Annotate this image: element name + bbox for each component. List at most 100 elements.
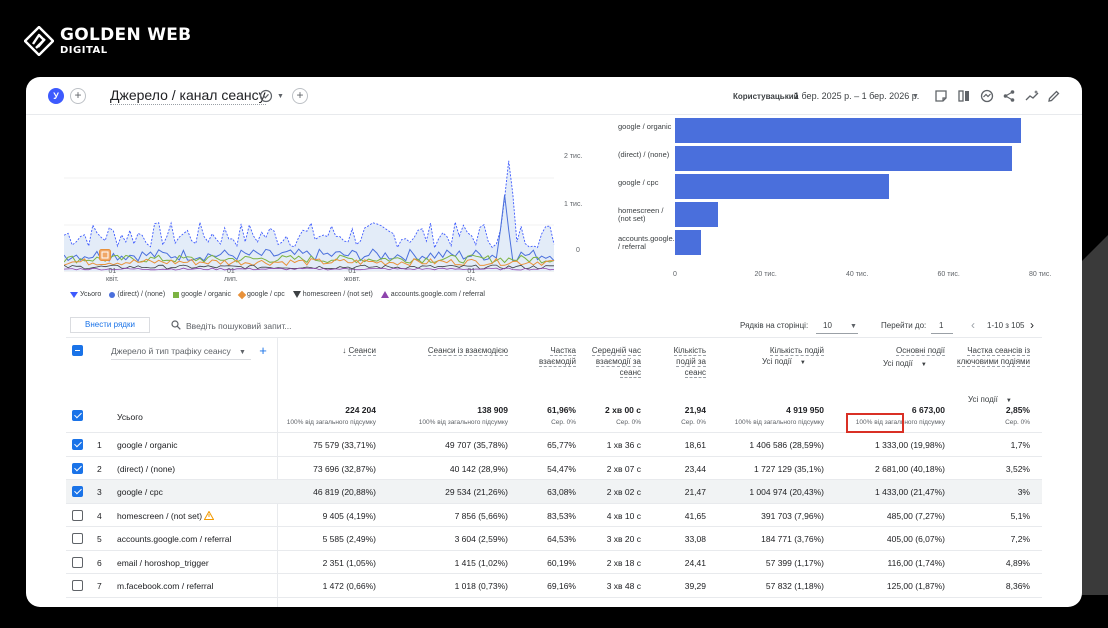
title-dropdown-icon[interactable]: ▼ [277,93,284,100]
next-page-icon[interactable]: › [1030,318,1034,332]
row-dimension-value[interactable]: accounts.google.com / referral [117,534,232,544]
column-total-value: 2 хв 00 с [605,405,641,415]
row-checkbox[interactable] [72,462,83,474]
table-cell: 69,16% [547,581,576,591]
date-range-dropdown-icon[interactable]: ▼ [912,93,919,100]
bar[interactable] [675,230,701,255]
prev-page-icon[interactable]: ‹ [971,318,975,332]
bar[interactable] [675,202,719,227]
legend-item[interactable]: accounts.google.com / referral [380,291,485,298]
row-dimension-value[interactable]: (direct) / (none) [117,463,176,474]
table-cell: 125,00 (1,87%) [886,581,945,591]
trend-sparkle-icon[interactable] [1025,89,1039,103]
rows-per-page-dropdown-icon[interactable]: ▼ [850,323,857,330]
column-header[interactable]: Частка сеансів із ключовими подіями [957,346,1030,367]
table-cell: 54,47% [547,463,576,474]
table-row[interactable]: 5 accounts.google.com / referral 5 585 (2,… [66,527,1042,551]
table-row[interactable]: 3 google / cpc 46 819 (20,88%) 29 534 (21,2… [66,480,1042,504]
table-cell: 1 хв 36 с [606,440,641,450]
row-dimension-value[interactable]: email / horoshop_trigger [117,557,209,568]
x-tick-label: 01 лип. [224,268,238,283]
column-header[interactable]: Основні події [895,346,945,356]
goto-page-input[interactable]: 1 [939,321,944,330]
table-cell: 49 707 (35,78%) [445,440,508,450]
table-row[interactable]: 2 (direct) / (none) 73 696 (32,87%) 40 142 … [66,457,1042,480]
add-rows-button[interactable]: Внести рядки [70,317,150,333]
row-checkbox[interactable] [72,486,83,497]
table-row[interactable]: 4 homescreen / (not set) 9 405 (4,19%) 7 85… [66,504,1042,527]
annotation-marker-icon[interactable] [99,249,111,261]
warning-icon[interactable] [204,510,214,520]
share-icon[interactable] [1002,89,1016,103]
bar[interactable] [675,118,1021,143]
row-dimension-value[interactable]: google / organic [117,440,178,450]
table-cell: 7,2% [1010,534,1030,544]
column-header[interactable]: Кількість подій за сеанс [673,346,706,378]
row-checkbox[interactable] [72,580,83,591]
row-checkbox[interactable] [72,556,83,568]
dimension-select[interactable]: Джерело й тип трафіку сеансу ▼ [111,346,251,360]
legend-item[interactable]: (direct) / (none) [109,291,165,298]
brand-subtitle: DIGITAL [60,44,108,56]
legend-item[interactable]: Усього [70,291,101,298]
table-cell: 3 хв 20 с [606,534,641,544]
rows-per-page-select[interactable]: 10 [823,321,832,330]
column-header[interactable]: Частка взаємодій [538,346,576,367]
table-cell: 1 333,00 (19,98%) [875,440,945,450]
column-header[interactable]: Середній час взаємодії за сеанс [591,346,641,378]
row-checkbox[interactable] [72,509,83,521]
column-total-subtext: Сер. 0% [1005,419,1030,426]
search-input[interactable]: Введіть пошуковий запит... [186,321,292,331]
avatar[interactable]: У [48,88,64,104]
row-dimension-value[interactable]: m.facebook.com / referral [117,581,214,591]
row-dimension-value[interactable]: google / cpc [117,487,163,497]
table-cell: 1,7% [1010,440,1030,450]
column-header[interactable]: ↓ Сеанси [342,346,376,356]
row-checkbox[interactable] [72,439,83,450]
table-cell: 1 004 974 (20,43%) [749,487,824,497]
row-index: 3 [97,487,102,497]
event-filter-select[interactable]: Усі події ▼ [883,359,927,368]
table-cell: 3% [1017,487,1030,497]
table-cell: 39,29 [684,581,706,591]
table-cell: 65,77% [547,440,576,450]
table-cell: 75 579 (33,71%) [313,440,376,450]
table-cell: 41,65 [684,510,706,521]
bar[interactable] [675,146,1013,171]
legend-item[interactable]: google / cpc [237,290,285,299]
bar-category-label: (direct) / (none) [618,150,670,159]
dimension-dropdown-icon: ▼ [239,349,246,356]
bar[interactable] [675,174,890,199]
row-dimension-value[interactable]: homescreen / (not set) [117,510,203,521]
add-filter-button[interactable]: + [292,88,308,104]
page-title[interactable]: Джерело / канал сеансу [110,87,266,105]
sort-desc-icon[interactable]: ↓ [342,346,349,355]
legend-item[interactable]: homescreen / (not set) [292,291,373,298]
x-tick-label: 01 жовт. [344,268,361,283]
column-header[interactable]: Кількість подій [769,346,824,356]
select-all-checkbox[interactable] [72,345,83,356]
row-checkbox[interactable] [72,533,83,544]
table-cell: 116,00 (1,74%) [887,557,946,568]
notes-icon[interactable] [934,89,948,103]
event-filter-select[interactable]: Усі події ▼ [968,395,1012,404]
totals-checkbox[interactable] [72,410,83,421]
table-toolbar: Внести рядки Введіть пошуковий запит... … [26,313,1082,337]
event-filter-select[interactable]: Усі події ▼ [762,357,806,366]
legend-item[interactable]: google / organic [173,291,231,298]
compare-icon[interactable] [957,89,971,103]
add-dimension-button[interactable]: + [259,343,267,358]
insights-icon[interactable] [980,89,994,103]
add-comparison-button[interactable]: + [70,88,86,104]
brand-logo-block: GOLDEN WEB DIGITAL [24,26,191,56]
table-row[interactable]: 7 m.facebook.com / referral 1 472 (0,66%) 1… [66,574,1042,598]
table-cell: 3,52% [1005,463,1030,474]
table-row[interactable]: 1 google / organic 75 579 (33,71%) 49 707 (… [66,433,1042,457]
table-row[interactable]: 6 email / horoshop_trigger 2 351 (1,05%) 1 … [66,551,1042,574]
table-cell: 4 хв 10 с [606,510,641,521]
table-cell: 485,00 (7,27%) [886,510,945,521]
verified-check-icon [259,89,273,103]
edit-pencil-icon[interactable] [1047,89,1061,103]
date-range-picker[interactable]: 1 бер. 2025 р. – 1 бер. 2026 р. [794,91,920,101]
column-header[interactable]: Сеанси із взаємодією [427,346,508,356]
